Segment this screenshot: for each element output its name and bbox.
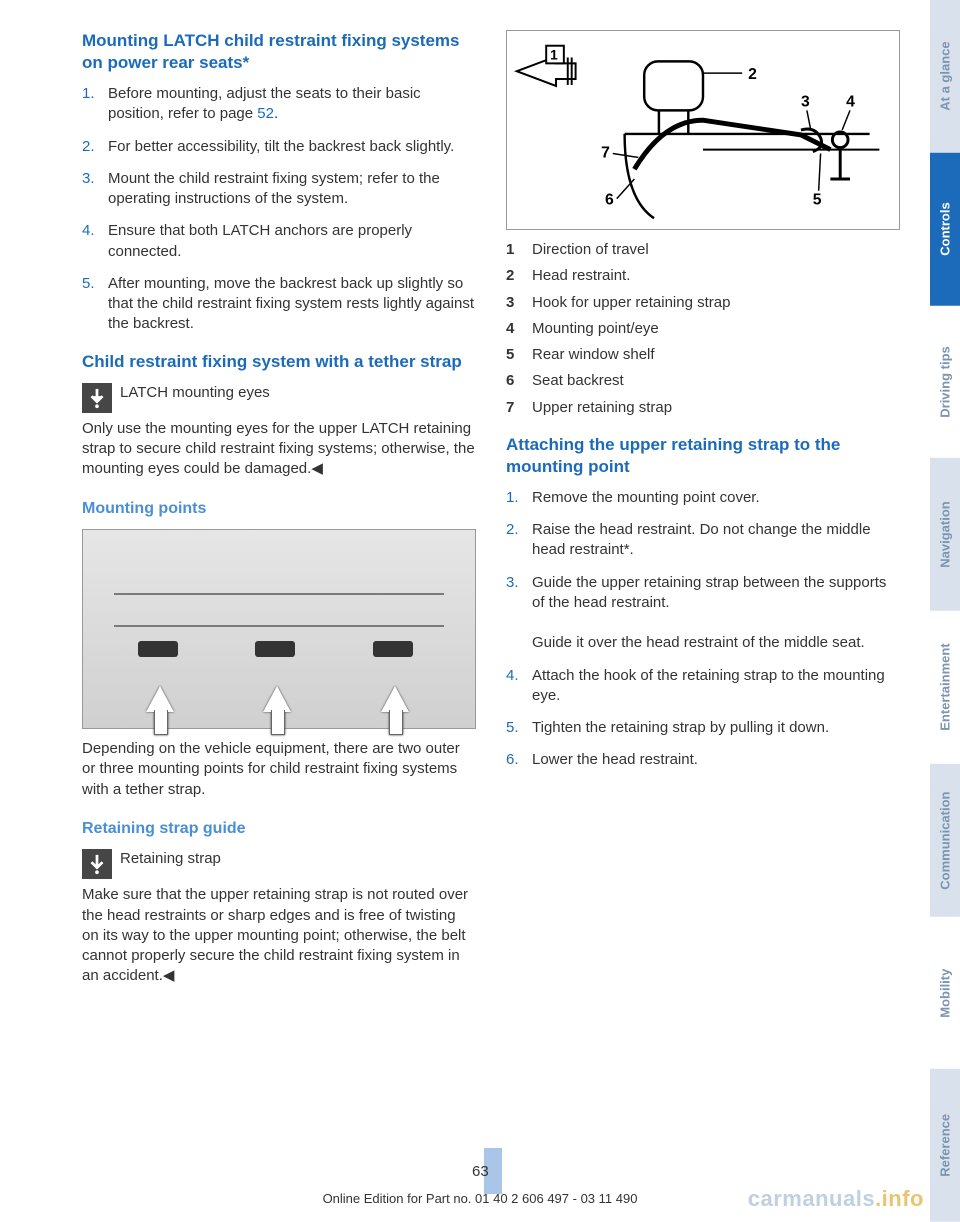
svg-text:2: 2 — [748, 66, 757, 83]
heading-mounting-points: Mounting points — [82, 498, 476, 520]
warning-body-2: Make sure that the upper retaining strap… — [82, 885, 476, 986]
watermark: carmanuals.info — [748, 1186, 924, 1212]
tab-navigation[interactable]: Navigation — [930, 458, 960, 611]
warning-retaining-strap: Retaining strap — [82, 849, 476, 879]
warning-body: Only use the mounting eyes for the upper… — [82, 419, 476, 480]
heading-mounting-latch: Mounting LATCH child restraint fixing sy… — [82, 30, 476, 74]
page-number: 63 — [472, 1163, 489, 1180]
warning-icon — [82, 383, 112, 413]
svg-text:4: 4 — [846, 93, 855, 110]
tab-controls[interactable]: Controls — [930, 153, 960, 306]
svg-text:3: 3 — [801, 93, 810, 110]
section-tabs: At a glance Controls Driving tips Naviga… — [930, 0, 960, 1222]
caption-mounting-points: Depending on the vehicle equipment, ther… — [82, 739, 476, 800]
tab-mobility[interactable]: Mobility — [930, 917, 960, 1070]
heading-retaining-strap-guide: Retaining strap guide — [82, 818, 476, 840]
figure-legend: 1Direction of travel 2Head restraint. 3H… — [506, 240, 900, 418]
steps-mounting: 1. Before mounting, adjust the seats to … — [82, 84, 476, 335]
tab-entertainment[interactable]: Entertainment — [930, 611, 960, 764]
svg-text:6: 6 — [605, 191, 614, 208]
left-column: Mounting LATCH child restraint fixing sy… — [82, 30, 476, 1202]
warning-title: Retaining strap — [120, 850, 221, 867]
svg-text:7: 7 — [601, 144, 610, 161]
svg-text:5: 5 — [813, 191, 822, 208]
warning-title: LATCH mounting eyes — [120, 384, 270, 401]
tab-communication[interactable]: Communication — [930, 764, 960, 917]
tab-at-a-glance[interactable]: At a glance — [930, 0, 960, 153]
warning-latch-eyes: LATCH mounting eyes — [82, 383, 476, 413]
page-link-52[interactable]: 52 — [257, 105, 274, 122]
svg-text:1: 1 — [550, 47, 558, 62]
right-column: 1 — [506, 30, 900, 1202]
warning-icon — [82, 849, 112, 879]
figure-strap-diagram: 1 — [506, 30, 900, 230]
figure-mounting-points — [82, 529, 476, 729]
tab-driving-tips[interactable]: Driving tips — [930, 306, 960, 459]
steps-attaching: 1.Remove the mounting point cover. 2.Rai… — [506, 488, 900, 771]
heading-attaching-strap: Attaching the upper retaining strap to t… — [506, 434, 900, 478]
heading-tether-strap: Child restraint fixing system with a tet… — [82, 351, 476, 373]
